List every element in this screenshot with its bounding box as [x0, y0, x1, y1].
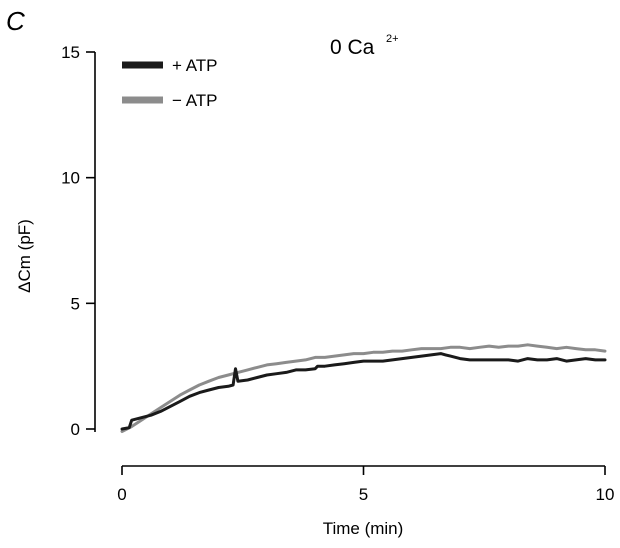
condition-annotation: 0 Ca 2+	[330, 33, 399, 59]
legend-label-0: + ATP	[172, 56, 218, 75]
condition-superscript: 2+	[386, 33, 399, 45]
y-tick-label-2: 10	[61, 169, 80, 188]
panel-letter: C	[6, 6, 25, 36]
x-ticks: 0 5 10	[117, 466, 614, 504]
legend: + ATP − ATP	[122, 56, 218, 110]
legend-label-1: − ATP	[172, 91, 218, 110]
y-ticks: 0 5 10 15	[61, 43, 95, 439]
y-tick-label-0: 0	[71, 420, 80, 439]
y-axis-title: ΔCm (pF)	[15, 219, 34, 293]
series-line-0	[120, 352, 607, 431]
x-axis: 0 5 10 Time (min)	[117, 465, 614, 538]
y-tick-label-1: 5	[71, 294, 80, 313]
x-tick-label-0: 0	[117, 485, 126, 504]
plot-area	[120, 343, 607, 433]
series-line-1	[120, 343, 607, 433]
x-tick-label-2: 10	[596, 485, 615, 504]
y-tick-label-3: 15	[61, 43, 80, 62]
x-axis-title: Time (min)	[323, 519, 404, 538]
condition-label: 0 Ca	[330, 36, 375, 59]
y-axis: 0 5 10 15 ΔCm (pF)	[15, 43, 96, 439]
x-tick-label-1: 5	[359, 485, 368, 504]
